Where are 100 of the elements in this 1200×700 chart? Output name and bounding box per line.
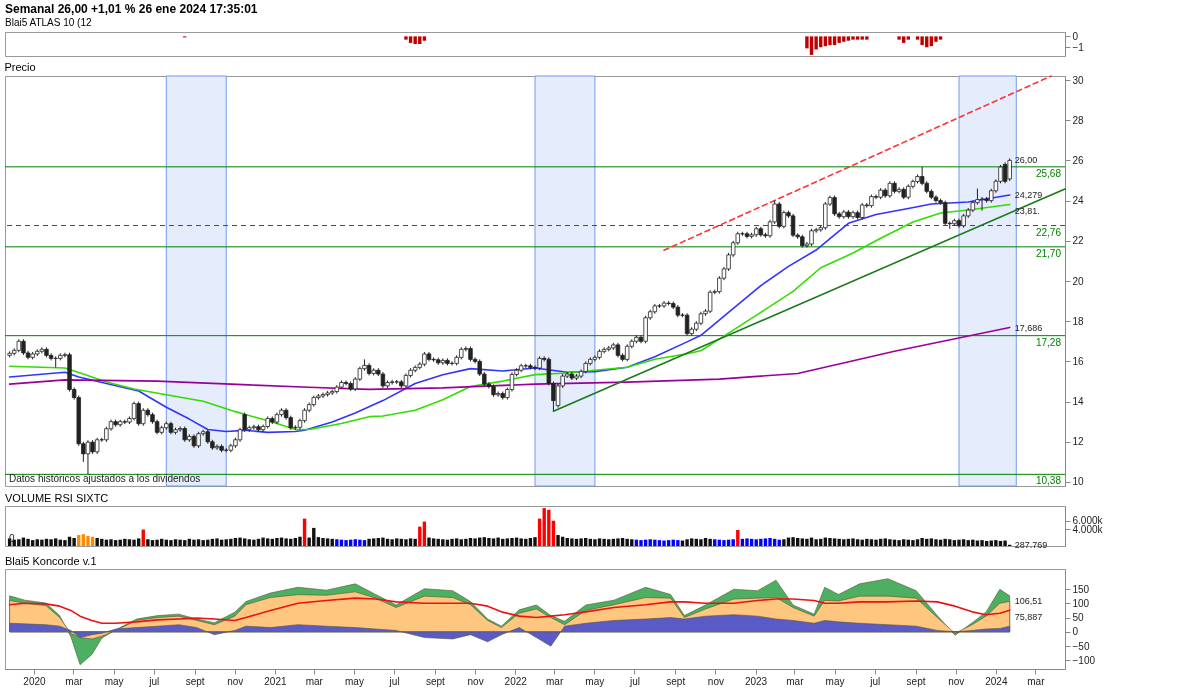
bar — [943, 538, 947, 546]
x-tick-label: nov — [707, 675, 724, 687]
bar — [275, 538, 279, 546]
bar — [570, 538, 574, 546]
y-tick-label: 0 — [1072, 30, 1079, 42]
bar — [381, 537, 385, 546]
annotation: 26,00 — [1014, 155, 1038, 166]
x-tick-label: mar — [305, 675, 324, 687]
line-series — [8, 326, 1011, 391]
bar — [238, 537, 242, 546]
candlestick — [979, 196, 985, 212]
bar — [431, 538, 436, 546]
bar — [713, 539, 717, 546]
bar — [657, 540, 662, 546]
chart-subtitle: Blai5 ATLAS 10 (12 — [5, 17, 92, 29]
y-tick-label: 50 — [1072, 612, 1085, 624]
x-tick-label: sept — [425, 675, 446, 687]
x-tick-label: jul — [148, 675, 160, 687]
bar — [915, 539, 920, 546]
annotation: 17,686 — [1014, 322, 1043, 333]
bar — [805, 538, 809, 546]
bar — [708, 538, 712, 546]
x-tick-label: sept — [906, 675, 926, 687]
bar — [408, 538, 413, 546]
bar — [109, 539, 113, 546]
bar — [791, 537, 795, 546]
ref-line-label: 25,68 — [1035, 167, 1062, 179]
bar — [335, 539, 339, 546]
y-tick-label: 30 — [1072, 74, 1085, 86]
bar — [123, 538, 127, 546]
bar — [828, 538, 832, 546]
bar — [519, 538, 523, 546]
bar — [95, 538, 99, 546]
bar — [897, 540, 901, 546]
bar — [505, 538, 510, 546]
annotation: 75,887 — [1014, 612, 1043, 623]
x-tick-label: 2023 — [744, 675, 768, 687]
bar — [155, 539, 159, 546]
bar — [980, 540, 984, 546]
bar — [851, 538, 855, 546]
bar — [86, 535, 90, 546]
bar — [722, 540, 726, 546]
x-tick-label: sept — [185, 675, 205, 687]
bar — [699, 539, 703, 546]
bar — [358, 539, 362, 546]
y-tick-label: 12 — [1072, 436, 1085, 448]
bar — [782, 539, 786, 546]
bar — [367, 538, 371, 546]
bar — [888, 539, 892, 546]
x-tick-label: mar — [65, 675, 84, 687]
chart-title: Precio — [4, 61, 36, 74]
bar — [136, 538, 141, 546]
x-tick-label: may — [344, 675, 364, 687]
bar — [731, 539, 735, 546]
bar — [491, 538, 496, 546]
bar — [639, 540, 643, 546]
bar — [81, 534, 86, 546]
bar — [413, 538, 417, 546]
bar — [450, 538, 454, 546]
bar — [929, 538, 934, 546]
bar — [556, 535, 560, 546]
chart-title: Semanal 26,00 +1,01 % 26 ene 2024 17:35:01 — [5, 2, 258, 17]
y-tick-label: 20 — [1072, 275, 1085, 287]
bar — [196, 539, 201, 546]
chart-title: Blai5 Koncorde v.1 — [5, 555, 97, 567]
ref-line-label: 21,70 — [1035, 247, 1062, 259]
bar — [215, 538, 219, 546]
x-tick-label: may — [825, 675, 845, 687]
bar — [911, 540, 915, 546]
y-tick-label: −100 — [1072, 654, 1096, 666]
y-tick-label: 100 — [1072, 597, 1090, 609]
bar — [1003, 540, 1007, 546]
bar — [952, 540, 957, 546]
candlestick — [592, 354, 598, 362]
bar — [173, 539, 178, 546]
y-tick-label: 14 — [1072, 396, 1085, 408]
x-tick-label: may — [104, 675, 124, 687]
x-tick-label: nov — [467, 675, 484, 687]
bar — [344, 540, 348, 546]
candlestick — [1002, 161, 1008, 184]
bar — [132, 539, 136, 546]
bar — [252, 539, 256, 546]
bar — [113, 540, 118, 546]
annotation: 24,279 — [1014, 190, 1043, 200]
bar — [49, 539, 53, 546]
ref-line-label: 17,28 — [1035, 336, 1062, 348]
x-tick-label: nov — [227, 675, 244, 687]
x-tick-label: mar — [786, 675, 805, 687]
bar — [17, 539, 21, 546]
x-tick-label: may — [585, 675, 605, 687]
bar — [874, 539, 878, 546]
bar — [316, 537, 321, 546]
chart-title: VOLUME RSI SIXTC — [5, 492, 109, 504]
candlestick — [131, 401, 137, 421]
bar — [298, 536, 302, 546]
bar — [441, 539, 445, 546]
candlestick — [832, 195, 837, 217]
bar — [26, 538, 30, 546]
bar — [832, 538, 837, 546]
bar — [653, 539, 657, 546]
